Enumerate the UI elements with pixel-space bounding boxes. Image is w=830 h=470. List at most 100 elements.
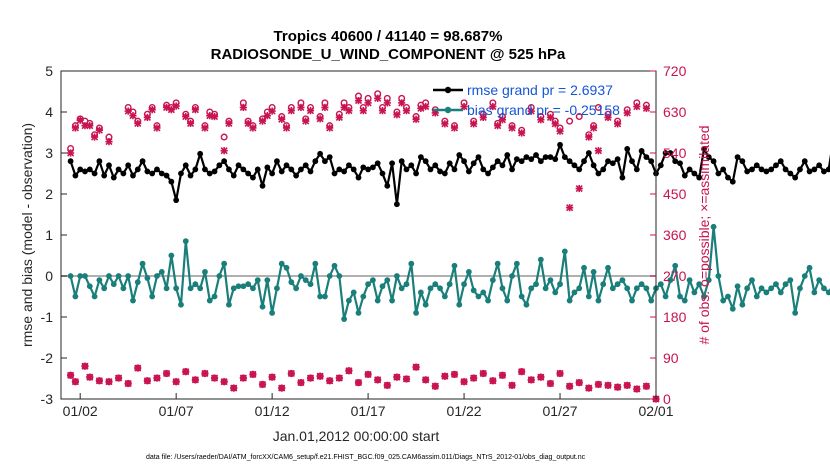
- data-file-footnote: data file: /Users/raeder/DAI/ATM_forcXX/…: [146, 454, 586, 461]
- obs-assimilated-point: [258, 117, 267, 125]
- bias-point: [533, 281, 539, 288]
- rmse-point: [427, 166, 434, 173]
- rmse-point: [432, 162, 439, 169]
- obs-assimilated-point: [604, 381, 612, 389]
- y-left-tick-label: 4: [45, 104, 53, 120]
- rmse-point: [283, 162, 290, 169]
- obs-assimilated-point: [114, 374, 123, 382]
- rmse-point: [705, 154, 712, 161]
- bias-point: [614, 281, 621, 288]
- rmse-point: [379, 170, 386, 177]
- bias-point: [513, 260, 520, 267]
- bias-point: [350, 289, 357, 296]
- y-left-tick-label: 1: [45, 227, 53, 243]
- obs-assimilated-point: [489, 377, 497, 385]
- bias-point: [792, 310, 799, 316]
- bias-point: [749, 277, 755, 283]
- obs-assimilated-point: [105, 378, 113, 386]
- obs-assimilated-point: [345, 107, 353, 115]
- obs-assimilated-point: [326, 124, 334, 132]
- rmse-point: [168, 178, 175, 185]
- x-tick-label: 01/02: [63, 403, 98, 419]
- obs-assimilated-point: [302, 117, 310, 125]
- obs-assimilated-point: [191, 106, 199, 114]
- rmse-point: [763, 168, 770, 175]
- bias-point: [413, 310, 419, 316]
- obs-assimilated-point: [321, 103, 329, 112]
- rmse-point: [120, 170, 127, 177]
- x-axis: 01/02 01/07 01/12 01/17 01/22 01/27 02/01: [63, 393, 674, 419]
- obs-assimilated-point: [143, 113, 151, 122]
- rmse-point: [696, 174, 703, 181]
- bias-point: [163, 285, 170, 292]
- obs-assimilated-point: [230, 384, 238, 392]
- rmse-point: [451, 166, 458, 173]
- bias-point: [149, 293, 156, 300]
- rmse-point: [154, 166, 160, 173]
- rmse-point: [792, 174, 799, 181]
- bias-point: [77, 273, 84, 279]
- rmse-point: [144, 168, 151, 175]
- obs-assimilated-point: [494, 122, 502, 130]
- y-right-tick-label: 630: [663, 104, 687, 120]
- rmse-point: [67, 158, 74, 165]
- rmse-point: [787, 170, 794, 177]
- bias-point: [369, 277, 376, 283]
- bias-point: [504, 297, 511, 304]
- bias-point: [600, 281, 607, 288]
- rmse-point: [182, 162, 189, 169]
- bias-point: [528, 285, 535, 292]
- rmse-point: [302, 162, 309, 169]
- rmse-point: [91, 170, 98, 177]
- rmse-point: [326, 154, 333, 161]
- bias-point: [230, 285, 237, 292]
- obs-assimilated-point: [470, 120, 478, 128]
- bias-point: [211, 293, 218, 300]
- bias-point: [701, 293, 707, 300]
- rmse-point: [250, 174, 256, 181]
- obs-assimilated-point: [364, 99, 372, 107]
- y-axis-right-label: # of obs: o=possible; ×=assimilated: [696, 125, 712, 344]
- rmse-point: [293, 172, 300, 179]
- bias-point: [379, 283, 386, 290]
- bias-point: [456, 301, 463, 308]
- obs-assimilated-point: [278, 115, 286, 123]
- bias-point: [216, 273, 223, 279]
- bias-point: [393, 273, 400, 279]
- obs-possible-point: [594, 103, 602, 111]
- obs-assimilated-point: [585, 384, 593, 392]
- obs-assimilated-point: [594, 380, 603, 389]
- bias-point: [432, 281, 439, 288]
- rmse-point: [773, 162, 779, 169]
- y-right-tick-label: 180: [663, 309, 687, 325]
- rmse-point: [566, 158, 573, 165]
- y-left-tick-label: -2: [41, 350, 54, 366]
- obs-assimilated-point: [460, 102, 468, 111]
- bias-point: [91, 293, 98, 300]
- obs-assimilated-point: [153, 124, 161, 132]
- rmse-point: [264, 164, 271, 171]
- bias-point: [106, 273, 112, 279]
- bias-point: [283, 264, 290, 271]
- bias-point: [437, 285, 443, 292]
- chart-title-line1: Tropics 40600 / 41140 = 98.687%: [274, 28, 503, 45]
- bias-point: [158, 269, 165, 275]
- bias-point: [422, 301, 429, 308]
- y-right-tick-label: 720: [663, 63, 687, 79]
- right-axis: 0 90 180 270 360 450 540 630 720: [650, 63, 687, 407]
- bias-point: [595, 297, 602, 304]
- obs-assimilated-point: [167, 106, 175, 114]
- bias-point: [633, 285, 640, 292]
- rmse-point: [197, 150, 204, 157]
- rmse-point: [518, 158, 525, 165]
- rmse-point: [254, 166, 261, 173]
- rmse-point: [389, 160, 395, 167]
- rmse-point: [480, 166, 487, 173]
- obs-assimilated-point: [374, 376, 382, 384]
- bias-point: [821, 285, 827, 292]
- obs-assimilated-point: [575, 379, 583, 387]
- rmse-point: [581, 158, 587, 165]
- obs-possible-point: [220, 133, 228, 141]
- rmse-point: [590, 162, 597, 169]
- obs-assimilated-point: [239, 103, 247, 112]
